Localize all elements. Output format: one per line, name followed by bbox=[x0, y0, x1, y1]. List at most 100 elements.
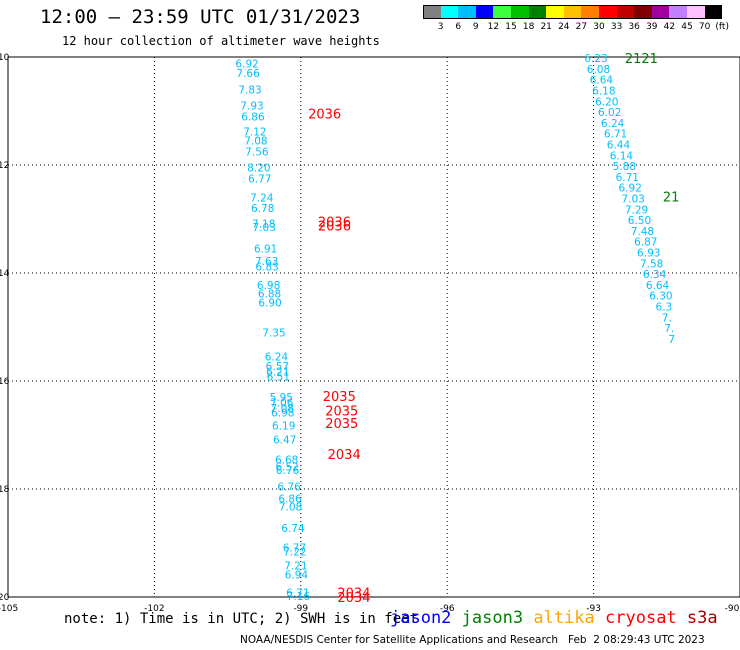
colorbar-swatch bbox=[511, 5, 529, 19]
wave-height-value: 7.58 bbox=[640, 258, 663, 270]
colorbar-level-label: 45 bbox=[681, 22, 693, 32]
chart-subtitle: 12 hour collection of altimeter wave hei… bbox=[62, 34, 380, 48]
wave-height-value: 7.03 bbox=[621, 193, 644, 205]
pass-time-label: 21 bbox=[663, 190, 680, 205]
x-tick-label: -93 bbox=[586, 604, 601, 614]
wave-height-value: 7.24 bbox=[250, 192, 274, 204]
wave-height-value: 7.21 bbox=[284, 561, 307, 573]
wave-height-value: 6.87 bbox=[634, 237, 657, 249]
colorbar-swatch bbox=[581, 5, 599, 19]
wave-height-value: 5.88 bbox=[613, 161, 636, 173]
wave-height-value: 6.44 bbox=[607, 139, 631, 151]
colorbar-unit-label: (ft) bbox=[715, 22, 729, 32]
wave-height-value: 6.90 bbox=[258, 298, 281, 310]
colorbar-swatch bbox=[423, 5, 441, 19]
colorbar-level-label: 42 bbox=[663, 22, 676, 32]
pass-time-label: 2036 bbox=[318, 216, 351, 231]
wave-height-value: 6.94 bbox=[285, 569, 309, 581]
wave-height-value: 6.21 bbox=[266, 366, 289, 378]
legend-altika: altika bbox=[533, 608, 595, 628]
wave-height-value: 6.88 bbox=[258, 289, 281, 301]
wave-height-value: 6.18 bbox=[592, 85, 615, 97]
wave-height-value: 6.71 bbox=[604, 129, 627, 141]
colorbar-swatch bbox=[493, 5, 511, 19]
colorbar-level-label: 70 bbox=[698, 22, 711, 32]
colorbar-level-label: 24 bbox=[558, 22, 570, 32]
wave-height-value: 7.16 bbox=[287, 591, 311, 603]
legend-jason3: jason3 bbox=[461, 608, 524, 628]
wave-height-value: 6.3 bbox=[656, 301, 673, 313]
wave-height-value: 7.08 bbox=[271, 403, 294, 415]
wave-height-value: 7.93 bbox=[240, 101, 263, 113]
pass-time-label: 2034 bbox=[328, 448, 361, 463]
wave-height-value: 6.34 bbox=[643, 269, 667, 281]
wave-height-value: 5.95 bbox=[270, 392, 293, 404]
colorbar-level-label: 6 bbox=[455, 22, 462, 32]
wave-height-value: 6.76 bbox=[276, 465, 300, 477]
satellite-legend: jason2 jason3 altika cryosat s3a bbox=[390, 608, 718, 628]
wave-height-value: 7. bbox=[662, 312, 672, 324]
colorbar-swatch bbox=[616, 5, 635, 19]
pass-time-label: 2036 bbox=[318, 219, 351, 234]
y-tick-label: -14 bbox=[0, 269, 10, 279]
colorbar-swatch bbox=[546, 5, 564, 19]
wave-height-value: 6.30 bbox=[649, 291, 672, 303]
colorbar-level-label: 36 bbox=[628, 22, 640, 32]
wave-height-value: 6.86 bbox=[278, 494, 302, 506]
wave-height-value: 6.91 bbox=[254, 244, 277, 256]
wave-height-value: 6.71 bbox=[616, 172, 639, 184]
colorbar-swatch bbox=[563, 5, 582, 19]
wave-height-value: 6.57 bbox=[266, 361, 289, 373]
wave-height-value: 6.98 bbox=[257, 280, 280, 292]
colorbar-swatch bbox=[669, 5, 687, 19]
wave-height-value: 7 bbox=[668, 334, 675, 346]
colorbar-swatch bbox=[687, 5, 705, 19]
wave-height-value: 6.77 bbox=[248, 174, 271, 186]
wave-height-value: 7.63 bbox=[255, 256, 278, 268]
wave-height-value: 7. bbox=[664, 323, 674, 335]
colorbar-swatch bbox=[651, 5, 670, 19]
chart-title: 12:00 — 23:59 UTC 01/31/2023 bbox=[40, 6, 361, 28]
colorbar-level-label: 15 bbox=[505, 22, 517, 32]
wave-height-value: 6.24 bbox=[265, 352, 289, 364]
x-tick-label: -99 bbox=[293, 604, 308, 614]
colorbar-swatch bbox=[704, 5, 723, 19]
pass-time-label: 2035 bbox=[325, 417, 358, 432]
colorbar-border bbox=[423, 5, 723, 19]
wave-height-value: 7.06 bbox=[270, 398, 294, 410]
wave-height-value: 6.78 bbox=[251, 203, 274, 215]
wave-height-value: 7.08 bbox=[279, 501, 302, 513]
colorbar-level-label: 12 bbox=[487, 22, 500, 32]
legend-s3a: s3a bbox=[686, 608, 718, 628]
wave-height-value: 6.64 bbox=[646, 280, 670, 292]
wave-height-value: 7.22 bbox=[283, 547, 306, 559]
colorbar-level-label: 30 bbox=[593, 22, 605, 32]
wave-height-value: 6.93 bbox=[637, 247, 660, 259]
colorbar-swatch bbox=[440, 5, 459, 19]
x-tick-label: -96 bbox=[440, 604, 455, 614]
colorbar-level-label: 39 bbox=[646, 22, 658, 32]
y-tick-label: -10 bbox=[0, 53, 10, 63]
wave-height-value: 7.18 bbox=[252, 218, 275, 230]
wave-height-value: 6.92 bbox=[619, 183, 642, 195]
colorbar-swatch bbox=[634, 5, 652, 19]
wave-height-value: 6.23 bbox=[584, 53, 607, 65]
plot-frame bbox=[7, 56, 740, 598]
colorbar-level-label: 18 bbox=[522, 22, 535, 32]
wave-height-value: 6.51 bbox=[267, 372, 290, 384]
wave-height-value: 6.68 bbox=[275, 454, 298, 466]
credit-line: NOAA/NESDIS Center for Satellite Applica… bbox=[240, 634, 705, 646]
x-tick-label: -105 bbox=[0, 604, 18, 614]
colorbar-level-label: 3 bbox=[437, 22, 444, 32]
y-tick-label: -18 bbox=[0, 485, 10, 495]
wave-height-value: 6.24 bbox=[601, 118, 625, 130]
wave-height-value: 6.83 bbox=[255, 262, 278, 274]
legend-jason2: jason2 bbox=[390, 608, 452, 628]
x-tick-label: -102 bbox=[144, 604, 164, 614]
colorbar-swatch bbox=[528, 5, 547, 19]
wave-height-value: 6.76 bbox=[277, 481, 301, 493]
units-note: note: 1) Time is in UTC; 2) SWH is in fe… bbox=[64, 611, 419, 627]
wave-height-value: 6.71 bbox=[286, 588, 309, 600]
colorbar-swatch bbox=[458, 5, 476, 19]
